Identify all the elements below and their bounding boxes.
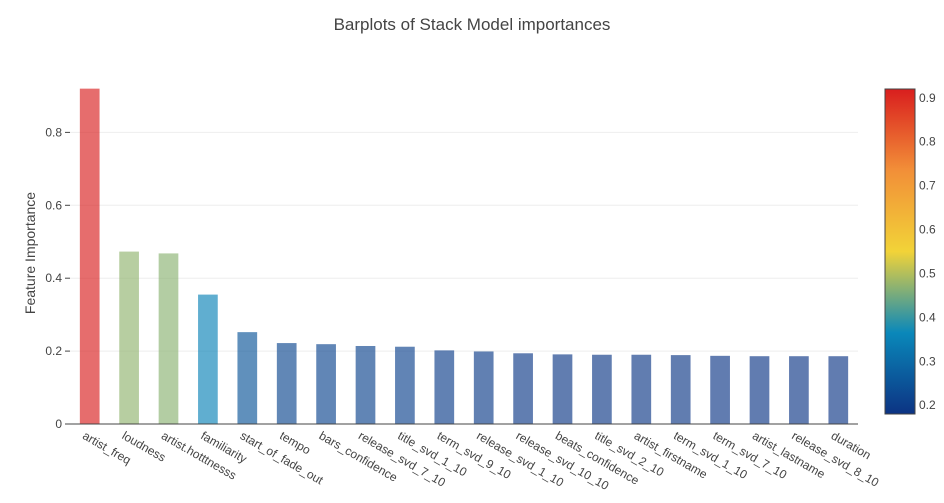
y-axis-ticks: 0 0.2 0.4 0.6 0.8 <box>45 125 70 431</box>
colorbar-tick-label: 0.9 <box>919 91 936 105</box>
bar-artist_firstname[interactable] <box>631 354 652 424</box>
bar-release_svd_7_10[interactable] <box>355 345 376 424</box>
bar-start_of_fade_out[interactable] <box>237 332 258 424</box>
bar-loudness[interactable] <box>119 251 139 424</box>
colorbar-tick-label: 0.6 <box>919 223 936 237</box>
colorbar-tick-label: 0.4 <box>919 310 936 324</box>
bar-term_svd_9_10[interactable] <box>434 350 455 424</box>
bar-term_svd_7_10[interactable] <box>710 355 730 424</box>
bar-familiarity[interactable] <box>198 294 218 424</box>
bar-release_svd_1_10[interactable] <box>473 351 494 424</box>
y-tick-label: 0.4 <box>45 271 62 285</box>
y-tick-label: 0.2 <box>45 344 62 358</box>
bar-artist_freq[interactable] <box>79 88 100 424</box>
bar-title_svd_2_10[interactable] <box>592 354 612 424</box>
bar-artist.hotttnesss[interactable] <box>158 253 179 424</box>
bar-bars_confidence[interactable] <box>316 344 336 424</box>
gridlines <box>70 131 858 352</box>
bar-beats_confidence[interactable] <box>552 354 573 424</box>
y-axis-label: Feature Importance <box>22 192 38 314</box>
colorbar: 0.2 0.3 0.4 0.5 0.6 0.7 0.8 0.9 <box>884 88 936 415</box>
bar-release_svd_8_10[interactable] <box>789 356 809 424</box>
colorbar-tick-label: 0.2 <box>919 398 936 412</box>
colorbar-tick-label: 0.3 <box>919 354 936 368</box>
chart-title: Barplots of Stack Model importances <box>334 15 611 34</box>
bar-title_svd_1_10[interactable] <box>395 346 415 424</box>
x-axis-ticks: artist_freqloudnessartist.hotttnesssfami… <box>70 423 882 493</box>
y-tick-label: 0.6 <box>45 198 62 212</box>
bar-tempo[interactable] <box>276 343 297 424</box>
bar-term_svd_1_10[interactable] <box>670 355 691 424</box>
colorbar-tick-label: 0.8 <box>919 135 936 149</box>
bar-release_svd_10_10[interactable] <box>513 353 533 424</box>
colorbar-tick-label: 0.7 <box>919 179 936 193</box>
colorbar-scale <box>884 88 916 415</box>
bar-duration[interactable] <box>828 356 849 424</box>
y-tick-label: 0 <box>55 417 62 431</box>
colorbar-tick-label: 0.5 <box>919 266 936 280</box>
bars <box>79 88 849 424</box>
y-tick-label: 0.8 <box>45 125 62 139</box>
bar-artist_lastname[interactable] <box>749 356 770 424</box>
